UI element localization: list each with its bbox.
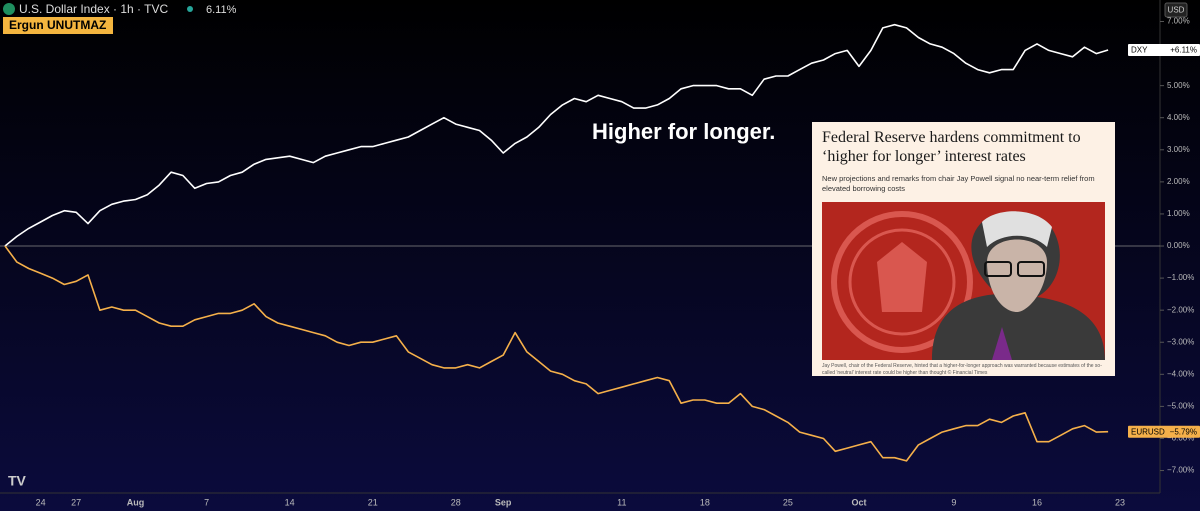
series-line <box>4 23 1109 247</box>
y-tick-label: −7.00% <box>1167 466 1194 475</box>
x-tick-label: 23 <box>1115 497 1125 507</box>
x-tick-label: 24 <box>36 497 46 507</box>
annotation: Higher for longer. <box>592 119 775 144</box>
article: Federal Reserve hardens commitment to ‘h… <box>812 122 1115 376</box>
x-tick-label: 18 <box>700 497 710 507</box>
y-tick-label: 2.00% <box>1167 177 1190 186</box>
last-value-tag <box>1128 425 1200 438</box>
x-tick-label: 7 <box>204 497 209 507</box>
last-value-label: −5.79% <box>1170 427 1197 436</box>
header-symbol: U.S. Dollar Index · 1h · TVC <box>19 2 168 16</box>
x-tick-label: Aug <box>127 497 145 507</box>
last-value-label: +6.11% <box>1170 46 1197 55</box>
series-name: EURUSD <box>1131 427 1165 436</box>
y-tick-label: 0.00% <box>1167 241 1190 250</box>
currency[interactable]: USD <box>1168 6 1185 15</box>
article-title: Federal Reserve hardens commitment to ‘h… <box>822 129 1081 165</box>
y-tick-label: 1.00% <box>1167 209 1190 218</box>
header-change: 6.11% <box>206 4 237 16</box>
author: Ergun UNUTMAZ <box>9 18 106 32</box>
series-name: DXY <box>1131 46 1148 55</box>
y-tick-label: 7.00% <box>1167 17 1190 26</box>
y-tick-label: −2.00% <box>1167 305 1194 314</box>
article-subtitle: New projections and remarks from chair J… <box>822 174 1095 193</box>
x-tick-label: 21 <box>368 497 378 507</box>
y-tick-label: −6.00% <box>1167 434 1194 443</box>
x-tick-label: 16 <box>1032 497 1042 507</box>
x-tick-label: 28 <box>451 497 461 507</box>
x-tick-label: Sep <box>495 497 512 507</box>
symbol-icon <box>3 3 15 15</box>
status-dot <box>187 6 193 12</box>
y-tick-label: −5.00% <box>1167 402 1194 411</box>
y-tick-label: 3.00% <box>1167 145 1190 154</box>
x-tick-label: Oct <box>852 497 867 507</box>
y-tick-label: 5.00% <box>1167 81 1190 90</box>
x-tick-label: 27 <box>71 497 81 507</box>
last-value-tag <box>1128 44 1200 57</box>
x-tick-label: 25 <box>783 497 793 507</box>
article-caption: Jay Powell, chair of the Federal Reserve… <box>822 363 1102 376</box>
series-line <box>4 245 1109 462</box>
author-badge <box>3 17 113 34</box>
y-tick-label: −1.00% <box>1167 273 1194 282</box>
y-tick-label: 4.00% <box>1167 113 1190 122</box>
currency-button[interactable] <box>1164 2 1188 18</box>
x-tick-label: 9 <box>951 497 956 507</box>
article-photo <box>822 202 1105 360</box>
x-tick-label: 11 <box>617 497 626 507</box>
y-tick-label: −3.00% <box>1167 337 1194 346</box>
logo: TV <box>8 473 27 489</box>
x-tick-label: 14 <box>285 497 295 507</box>
y-tick-label: −4.00% <box>1167 369 1194 378</box>
